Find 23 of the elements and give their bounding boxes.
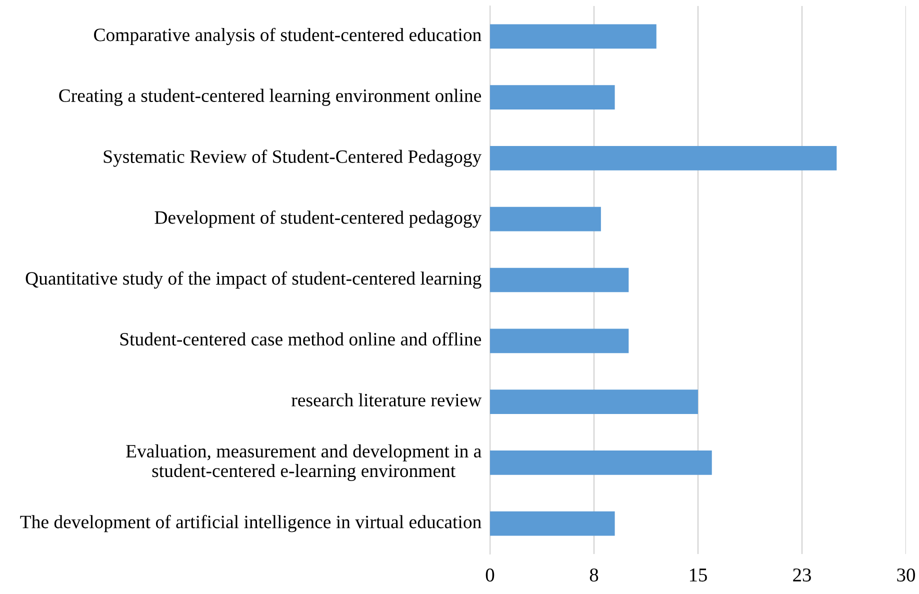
bar xyxy=(490,328,629,354)
y-tick-label: Quantitative study of the impact of student-centered learning xyxy=(26,271,482,289)
bar xyxy=(490,24,656,49)
y-tick-label: Student-centered case method online and offline xyxy=(120,332,482,346)
x-tick-label: 0 xyxy=(486,568,494,582)
bar xyxy=(490,146,837,170)
y-tick-label: Creating a student-centered learning environment online xyxy=(59,88,482,106)
y-tick-label: research literature review xyxy=(292,393,482,406)
y-tick-label: Comparative analysis of student-centered education xyxy=(94,28,482,46)
bar xyxy=(490,450,712,475)
y-tick-label: Development of student-centered pedagogy xyxy=(154,210,482,228)
x-tick-label: 8 xyxy=(590,568,598,582)
bar xyxy=(490,390,698,414)
bar xyxy=(490,268,629,292)
x-tick-label: 30 xyxy=(897,568,915,582)
y-tick-label: Systematic Review of Student-Centered Pedagogy xyxy=(104,150,482,167)
y-tick-label: Evaluation, measurement and development in a student-centered e-learning environment xyxy=(126,444,482,481)
x-tick-label: 15 xyxy=(690,568,707,582)
bar xyxy=(490,511,615,536)
y-tick-label: The development of artificial intelligence in virtual education xyxy=(20,514,482,532)
bar xyxy=(490,206,601,232)
bar xyxy=(490,85,615,110)
x-tick-label: 23 xyxy=(793,568,811,582)
